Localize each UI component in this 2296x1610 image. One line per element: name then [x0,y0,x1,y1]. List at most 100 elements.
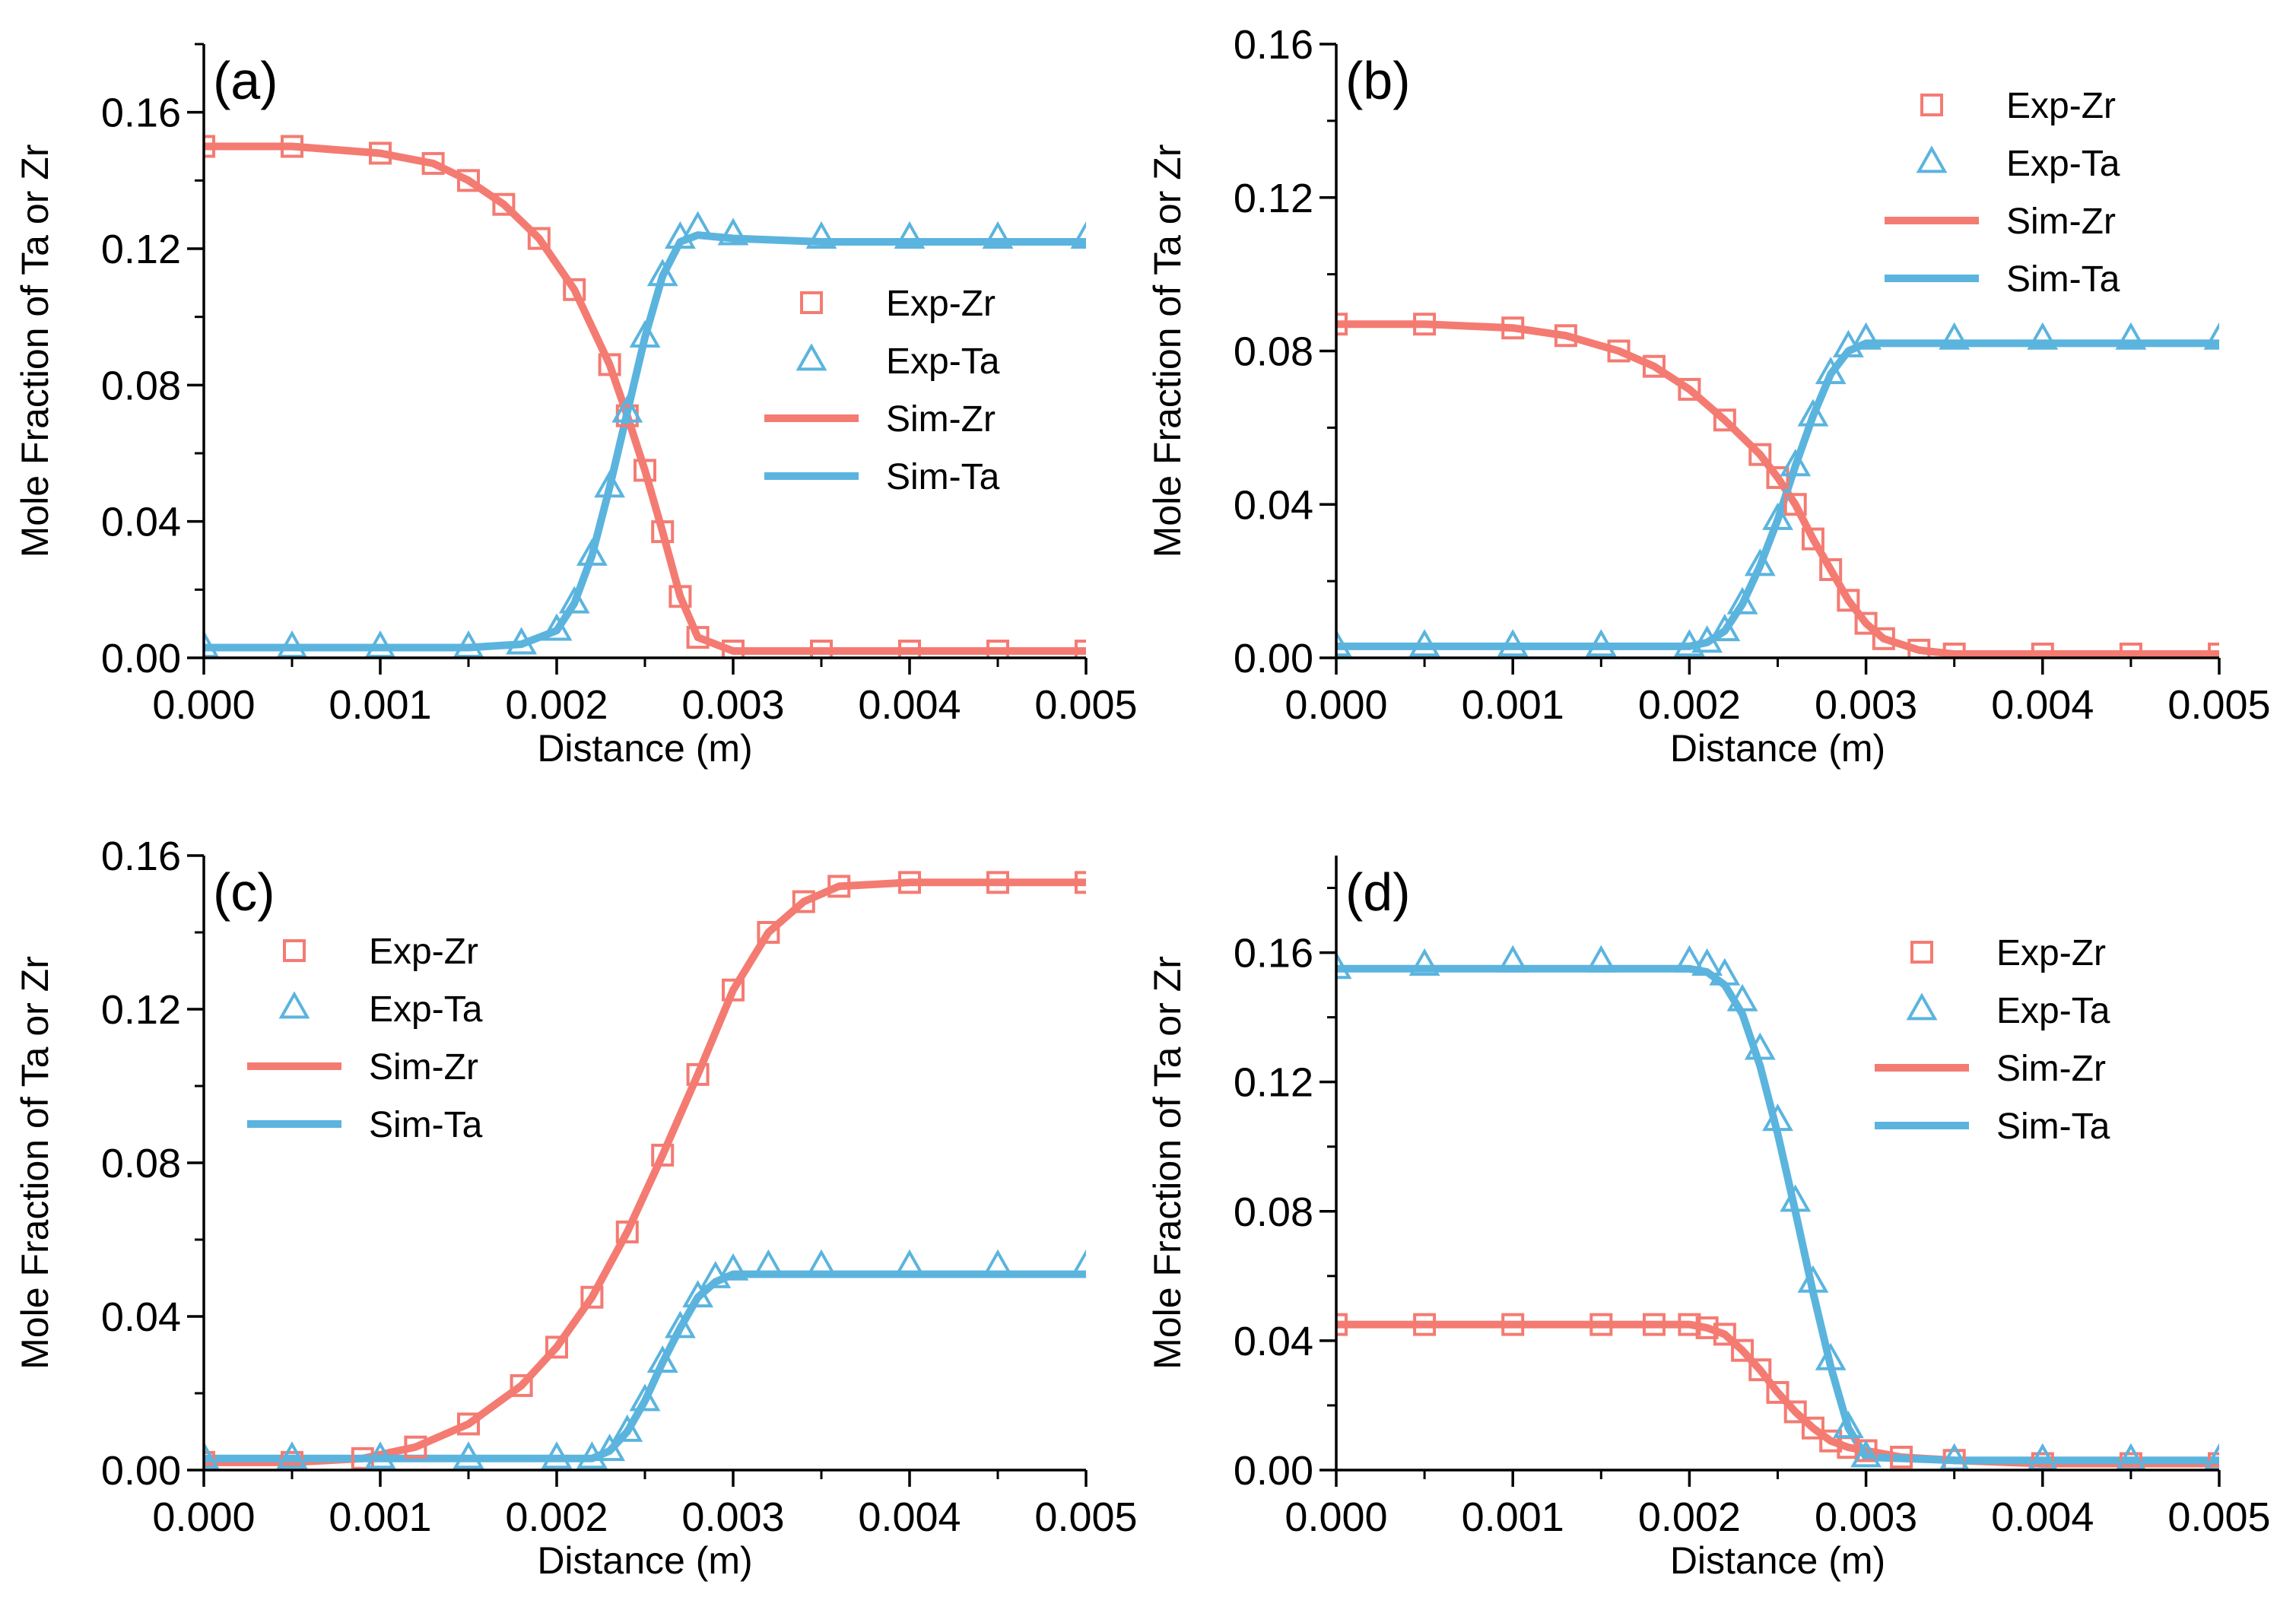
data-point-exp-zr [1890,1445,1913,1469]
data-point-exp-ta [629,1383,661,1412]
data-point-exp-zr [1731,1338,1755,1362]
data-point-exp-zr [421,151,445,175]
data-point-exp-ta [1815,357,1847,385]
x-tick-label: 0.003 [1815,682,1917,728]
data-point-exp-ta [1780,449,1812,477]
y-tick-label: 0.04 [101,500,181,545]
data-point-exp-zr [898,640,921,658]
legend-label: Sim-Ta [369,1105,483,1145]
data-point-exp-ta [629,319,661,348]
panel-label: (a) [213,51,278,110]
data-point-exp-ta [558,586,590,614]
data-point-exp-zr [545,1335,568,1359]
legend: Exp-Zr Exp-Ta Sim-Zr Sim-Ta [764,284,1000,497]
data-point-exp-ta [894,1249,926,1277]
data-point-exp-zr [1748,443,1772,466]
data-point-exp-ta [682,1280,714,1308]
data-point-exp-ta [1832,1411,1864,1439]
data-point-exp-ta [1336,629,1352,657]
data-point-exp-ta [982,1249,1014,1277]
legend-label: Sim-Zr [2006,202,2116,242]
data-point-exp-ta [364,630,396,658]
data-point-exp-ta [576,538,608,566]
x-tick-label: 0.005 [2167,682,2270,728]
data-point-exp-zr [1872,627,1895,650]
data-point-exp-ta [646,259,678,287]
data-point-exp-ta [611,395,643,423]
x-tick-label: 0.002 [1638,1494,1741,1540]
data-point-exp-ta [1726,983,1758,1011]
legend-label: Exp-Zr [886,284,996,324]
chart-panel-b: 0.000 0.001 0.002 0.003 0.004 0.005 0.00 0.04 0.… [1146,22,2271,770]
data-point-exp-ta [664,1310,696,1338]
data-point-exp-ta [894,221,926,249]
data-point-exp-zr [369,141,392,165]
data-point-exp-ta [594,1434,626,1462]
legend-label: Exp-Ta [886,341,1000,382]
legend: Exp-Zr Exp-Ta Sim-Zr Sim-Ta [1885,86,2120,300]
x-tick-label: 0.004 [1991,682,2094,728]
data-point-exp-ta [276,630,308,658]
data-point-exp-zr [1642,1313,1666,1336]
x-tick-label: 0.005 [2167,1494,2270,1540]
data-point-exp-zr [722,978,745,1002]
data-point-exp-ta [1497,945,1529,973]
data-point-exp-ta [1762,502,1793,530]
y-tick-label: 0.08 [1234,1189,1313,1235]
legend-label: Sim-Ta [1996,1107,2110,1147]
y-tick-label: 0.12 [101,227,181,272]
series-line-sim-zr [1336,320,2219,658]
data-point-exp-ta [2203,322,2219,350]
data-point-exp-ta [982,221,1014,249]
panel-label: (b) [1345,51,1411,110]
data-point-exp-zr [1713,1323,1736,1346]
x-tick-label: 0.003 [1815,1494,1917,1540]
data-point-exp-zr [1554,324,1577,348]
series-line-sim-ta [204,231,1086,652]
data-point-exp-zr [757,921,780,944]
y-tick-label: 0.12 [1234,176,1313,221]
x-tick-label: 0.003 [681,682,784,728]
data-point-exp-zr [563,278,586,301]
data-point-exp-zr [1942,1449,1966,1470]
data-point-exp-ta [1585,629,1617,657]
x-tick-label: 0.002 [1638,682,1741,728]
legend-label: Sim-Ta [2006,259,2120,300]
data-point-exp-ta [453,630,484,658]
data-point-exp-ta [1850,322,1882,350]
data-point-exp-zr [1678,377,1701,401]
y-tick-label: 0.00 [101,1448,181,1494]
x-tick-label: 0.005 [1034,682,1137,728]
legend: Exp-Zr Exp-Ta Sim-Zr Sim-Ta [1875,933,2110,1147]
x-tick-label: 0.003 [681,1494,784,1540]
data-point-exp-ta [717,1253,749,1281]
data-point-exp-ta [204,1441,220,1469]
y-tick-label: 0.12 [1234,1060,1313,1106]
data-point-exp-ta [752,1249,784,1277]
data-point-exp-ta [1709,614,1741,642]
data-point-exp-zr [792,890,815,913]
series-line-sim-ta [1336,339,2219,650]
series-line-sim-ta [1336,964,2219,1465]
data-point-exp-ta [1850,1440,1882,1468]
data-point-exp-zr [404,1435,427,1459]
data-point-exp-zr [1801,1416,1824,1440]
data-point-exp-zr [1766,1380,1789,1404]
panel-label: (c) [213,862,275,922]
x-tick-label: 0.004 [858,1494,961,1540]
data-layer [1336,313,2219,658]
data-point-exp-ta [682,211,714,239]
legend-label: Exp-Ta [369,989,483,1030]
data-point-exp-ta [646,1345,678,1373]
data-point-exp-zr [2208,642,2219,658]
data-point-exp-ta [1336,951,1352,980]
data-point-exp-zr [1766,465,1789,489]
data-point-exp-ta [805,221,837,249]
data-point-exp-ta [1408,948,1440,976]
x-tick-label: 0.005 [1034,1494,1137,1540]
data-point-exp-ta [1691,948,1723,976]
data-point-exp-zr [1642,354,1666,378]
data-point-exp-zr [598,353,621,376]
